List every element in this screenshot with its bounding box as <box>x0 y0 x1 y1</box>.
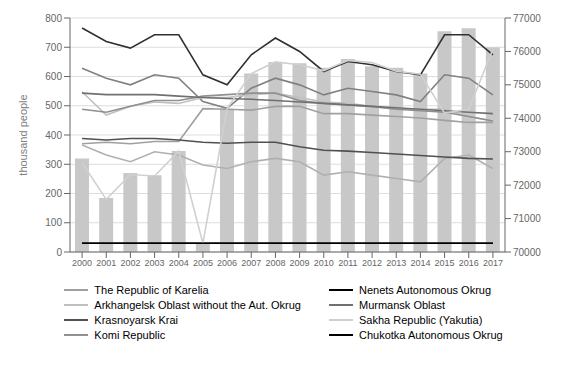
svg-text:2007: 2007 <box>241 258 261 268</box>
svg-text:800: 800 <box>45 13 62 24</box>
svg-text:76000: 76000 <box>513 46 541 57</box>
svg-text:2009: 2009 <box>290 258 310 268</box>
svg-text:2016: 2016 <box>459 258 479 268</box>
svg-text:2003: 2003 <box>145 258 165 268</box>
html-text:Krasnoyarsk Krai: Krasnoyarsk Krai <box>94 314 179 326</box>
svg-text:73000: 73000 <box>513 146 541 157</box>
svg-text:2008: 2008 <box>265 258 285 268</box>
html-text:Sakha Republic (Yakutia): Sakha Republic (Yakutia) <box>359 314 483 326</box>
svg-text:2014: 2014 <box>410 258 430 268</box>
html-text:Chukotka Autonomous Okrug: Chukotka Autonomous Okrug <box>359 329 503 341</box>
svg-text:71000: 71000 <box>513 213 541 224</box>
html-text:Murmansk Oblast: Murmansk Oblast <box>359 299 446 311</box>
svg-text:400: 400 <box>45 130 62 141</box>
svg-text:300: 300 <box>45 159 62 170</box>
svg-text:2015: 2015 <box>435 258 455 268</box>
svg-text:2002: 2002 <box>120 258 140 268</box>
html-text:Komi Republic: Komi Republic <box>94 329 166 341</box>
svg-text:2005: 2005 <box>193 258 213 268</box>
svg-text:2001: 2001 <box>96 258 116 268</box>
svg-text:2006: 2006 <box>217 258 237 268</box>
svg-text:2011: 2011 <box>338 258 357 268</box>
html-text:Nenets Autonomous Okrug: Nenets Autonomous Okrug <box>359 284 492 296</box>
svg-text:2000: 2000 <box>72 258 92 268</box>
svg-text:0: 0 <box>56 247 62 258</box>
svg-text:70000: 70000 <box>513 247 541 258</box>
svg-text:77000: 77000 <box>513 13 541 24</box>
svg-text:74000: 74000 <box>513 113 541 124</box>
svg-text:2004: 2004 <box>169 258 189 268</box>
svg-text:100: 100 <box>45 217 62 228</box>
svg-text:200: 200 <box>45 188 62 199</box>
svg-text:500: 500 <box>45 100 62 111</box>
svg-text:600: 600 <box>45 71 62 82</box>
svg-text:75000: 75000 <box>513 79 541 90</box>
html-text:Arkhangelsk Oblast without the: Arkhangelsk Oblast without the Aut. Okru… <box>94 299 301 311</box>
svg-text:2012: 2012 <box>362 258 382 268</box>
svg-text:2010: 2010 <box>314 258 334 268</box>
svg-text:72000: 72000 <box>513 180 541 191</box>
svg-text:2017: 2017 <box>483 258 503 268</box>
svg-text:700: 700 <box>45 42 62 53</box>
svg-text:thousand people: thousand people <box>17 94 29 175</box>
html-text:The Republic of Karelia: The Republic of Karelia <box>94 284 209 296</box>
svg-text:2013: 2013 <box>386 258 406 268</box>
